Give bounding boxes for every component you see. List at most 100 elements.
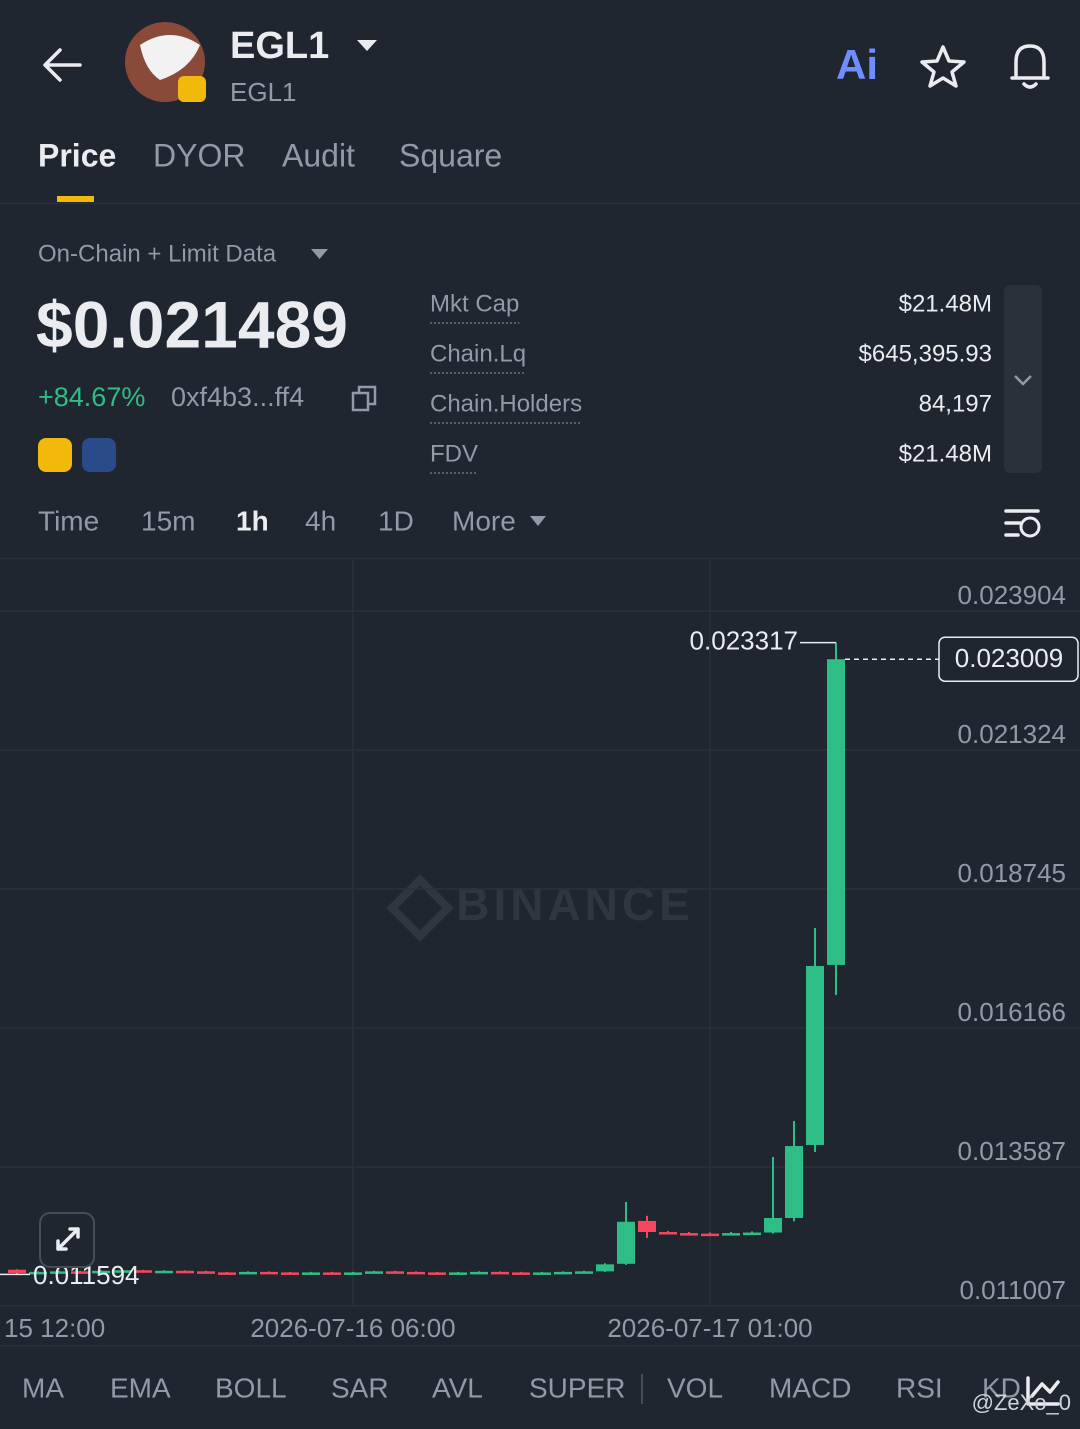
candle-body xyxy=(71,1271,89,1274)
stats-expand[interactable] xyxy=(1004,285,1042,473)
tab[interactable]: Price xyxy=(38,137,116,173)
indicator-option[interactable]: EMA xyxy=(110,1372,171,1403)
token-subtitle: EGL1 xyxy=(230,77,297,107)
indicator-option[interactable]: SUPER xyxy=(529,1372,625,1403)
copy-button[interactable] xyxy=(351,385,377,412)
candle-body xyxy=(176,1270,194,1274)
more-dropdown[interactable] xyxy=(530,516,546,526)
back-button[interactable] xyxy=(43,48,82,82)
candle-body xyxy=(407,1271,425,1275)
last-price-label: 0.023009 xyxy=(955,643,1063,673)
ai-button[interactable]: Ai xyxy=(836,41,878,88)
indicator-option[interactable]: MA xyxy=(22,1372,64,1403)
y-tick-label: 0.016166 xyxy=(958,997,1066,1027)
candle-body xyxy=(344,1272,362,1275)
stat-label: Mkt Cap xyxy=(430,290,519,317)
x-tick-label: 2026-07-16 06:00 xyxy=(250,1313,455,1343)
stat-value: $21.48M xyxy=(899,440,992,467)
token-title[interactable]: EGL1 xyxy=(230,25,329,67)
candle-body xyxy=(638,1220,656,1233)
interval-option[interactable]: More xyxy=(452,505,516,536)
last-price-box xyxy=(938,636,1079,682)
indicator-option[interactable]: KD xyxy=(982,1372,1021,1403)
candlestick-chart: BINANCE 0.023904 0.021324 0.018745 0.016166 0… xyxy=(0,560,1080,1343)
contract-address: 0xf4b3...ff4 xyxy=(171,382,304,412)
tab-indicator xyxy=(57,196,94,202)
y-tick-label: 0.018745 xyxy=(958,858,1066,888)
candle-body xyxy=(134,1270,152,1273)
candle-body xyxy=(239,1271,257,1275)
x-tick-label: 2026-07-17 01:00 xyxy=(607,1313,812,1343)
candle-body xyxy=(680,1233,698,1236)
candle-body xyxy=(617,1221,635,1264)
tab[interactable]: Audit xyxy=(282,137,355,173)
y-tick-label: 0.023904 xyxy=(958,580,1066,610)
candle-body xyxy=(491,1271,509,1275)
interval-option[interactable]: 4h xyxy=(305,505,336,536)
indicator-option[interactable]: MACD xyxy=(769,1372,851,1403)
interval-option[interactable]: 1D xyxy=(378,505,414,536)
candle-body xyxy=(533,1272,551,1275)
candle-body xyxy=(302,1272,320,1275)
candle-body xyxy=(428,1272,446,1275)
candle-body xyxy=(512,1272,530,1275)
expand-chevron xyxy=(1014,375,1032,386)
stats-panel: Mkt Cap $21.48M Chain.Lq $645,395.93 Chain.H… xyxy=(430,290,992,474)
candle-body xyxy=(827,659,845,965)
candle-body xyxy=(365,1271,383,1274)
candle-body xyxy=(764,1217,782,1233)
candle-body xyxy=(806,965,824,1145)
interval-option[interactable]: 1h xyxy=(236,505,269,536)
candle-body xyxy=(701,1233,719,1237)
candle-body xyxy=(8,1269,26,1273)
candle-body xyxy=(218,1272,236,1275)
fullscreen-button[interactable] xyxy=(39,1212,95,1268)
candle-body xyxy=(722,1233,740,1236)
chart-settings[interactable] xyxy=(1004,509,1041,538)
candle-body xyxy=(197,1271,215,1274)
candle-body xyxy=(260,1271,278,1275)
candle-body xyxy=(386,1271,404,1274)
indicator-option[interactable]: AVL xyxy=(432,1372,483,1403)
y-tick-label: 0.021324 xyxy=(958,719,1066,749)
interval-option: Time xyxy=(38,505,99,536)
high-marker-label: 0.023317 xyxy=(690,625,798,655)
candle-body xyxy=(596,1264,614,1272)
tab[interactable]: Square xyxy=(399,137,502,173)
tab-bar: Price DYOR Audit Square xyxy=(38,137,502,173)
candle-body xyxy=(743,1232,761,1236)
candle-body xyxy=(575,1271,593,1274)
candle-body xyxy=(113,1270,131,1273)
token-logo xyxy=(125,22,206,102)
stat-label: FDV xyxy=(430,440,478,467)
favorite-button[interactable] xyxy=(920,45,966,88)
interval-bar: Time 15m 1h 4h 1D More xyxy=(38,505,546,536)
data-source-dropdown[interactable] xyxy=(311,249,328,259)
indicator-bar: MA EMA BOLL SAR AVL SUPER VOL MACD RSI KD xyxy=(22,1372,1021,1403)
y-tick-label: 0.011007 xyxy=(959,1275,1066,1305)
candle-body xyxy=(323,1272,341,1275)
candle-body xyxy=(449,1272,467,1275)
alert-button[interactable] xyxy=(1010,44,1050,89)
indicator-option[interactable]: SAR xyxy=(331,1372,389,1403)
candle-body xyxy=(554,1271,572,1275)
indicator-option[interactable]: BOLL xyxy=(215,1372,287,1403)
tab[interactable]: DYOR xyxy=(153,137,245,173)
candle-body xyxy=(29,1271,47,1275)
token-dropdown[interactable] xyxy=(357,40,377,51)
price: $0.021489 xyxy=(36,287,348,361)
candle-body xyxy=(785,1146,803,1218)
indicator-option[interactable]: RSI xyxy=(896,1372,943,1403)
candle-body xyxy=(92,1270,110,1274)
indicator-option[interactable]: VOL xyxy=(667,1372,723,1403)
data-source[interactable]: On-Chain + Limit Data xyxy=(38,240,277,267)
candle-body xyxy=(470,1271,488,1275)
y-tick-label: 0.013587 xyxy=(958,1136,1066,1166)
interval-option[interactable]: 15m xyxy=(141,505,195,536)
x-tick-label: 15 12:00 xyxy=(4,1313,105,1343)
stat-label: Chain.Holders xyxy=(430,390,582,417)
price-change: +84.67% xyxy=(38,382,145,412)
indicator-settings[interactable] xyxy=(1026,1376,1060,1406)
